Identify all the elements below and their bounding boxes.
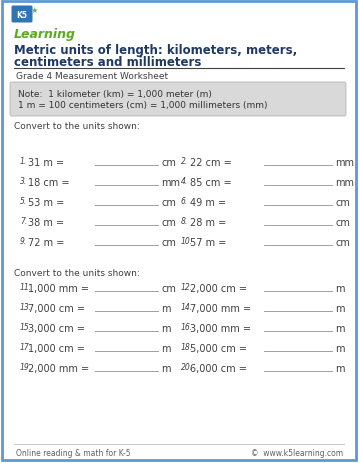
Text: 16.: 16.: [181, 322, 193, 332]
Text: mm: mm: [335, 178, 354, 188]
FancyBboxPatch shape: [10, 83, 346, 117]
Text: 19.: 19.: [20, 362, 32, 371]
Text: m: m: [161, 323, 171, 333]
Text: 17.: 17.: [20, 342, 32, 351]
Text: 12.: 12.: [181, 282, 193, 291]
Text: 85 cm =: 85 cm =: [190, 178, 232, 188]
Text: 18 cm =: 18 cm =: [28, 178, 70, 188]
Text: m: m: [335, 283, 345, 294]
Text: 11.: 11.: [20, 282, 32, 291]
Text: ©  www.k5learning.com: © www.k5learning.com: [251, 448, 343, 457]
Text: Online reading & math for K-5: Online reading & math for K-5: [16, 448, 131, 457]
Text: Note:  1 kilometer (km) = 1,000 meter (m): Note: 1 kilometer (km) = 1,000 meter (m): [18, 90, 212, 99]
Text: 5.: 5.: [20, 197, 27, 206]
Text: 7,000 cm =: 7,000 cm =: [28, 303, 85, 313]
Text: cm: cm: [161, 218, 176, 227]
Text: 1.: 1.: [20, 156, 27, 166]
Text: 7,000 mm =: 7,000 mm =: [190, 303, 251, 313]
Text: m: m: [335, 343, 345, 353]
Text: 3.: 3.: [20, 176, 27, 186]
Text: 15.: 15.: [20, 322, 32, 332]
Text: K5: K5: [17, 11, 28, 19]
Text: 2.: 2.: [181, 156, 188, 166]
Text: 3,000 mm =: 3,000 mm =: [190, 323, 251, 333]
Text: 8.: 8.: [181, 217, 188, 225]
Text: cm: cm: [161, 158, 176, 168]
Text: 20.: 20.: [181, 362, 193, 371]
Text: cm: cm: [335, 238, 350, 247]
Text: 57 m =: 57 m =: [190, 238, 227, 247]
Text: 13.: 13.: [20, 302, 32, 311]
Text: 10.: 10.: [181, 237, 193, 245]
Text: m: m: [161, 343, 171, 353]
Text: m: m: [161, 363, 171, 373]
FancyBboxPatch shape: [11, 6, 33, 24]
Text: m: m: [335, 323, 345, 333]
Text: 1,000 cm =: 1,000 cm =: [28, 343, 85, 353]
Text: 2,000 cm =: 2,000 cm =: [190, 283, 247, 294]
FancyBboxPatch shape: [2, 2, 356, 460]
Text: 22 cm =: 22 cm =: [190, 158, 232, 168]
Text: Learning: Learning: [14, 28, 76, 41]
Text: 5,000 cm =: 5,000 cm =: [190, 343, 247, 353]
Text: m: m: [335, 363, 345, 373]
Text: mm: mm: [335, 158, 354, 168]
Text: cm: cm: [335, 218, 350, 227]
Text: cm: cm: [161, 283, 176, 294]
Text: Convert to the units shown:: Convert to the units shown:: [14, 269, 140, 277]
Text: m: m: [161, 303, 171, 313]
Text: 28 m =: 28 m =: [190, 218, 226, 227]
Text: ★: ★: [30, 6, 38, 14]
Text: 18.: 18.: [181, 342, 193, 351]
Text: 1 m = 100 centimeters (cm) = 1,000 millimeters (mm): 1 m = 100 centimeters (cm) = 1,000 milli…: [18, 101, 267, 110]
Text: 2,000 mm =: 2,000 mm =: [28, 363, 89, 373]
Text: centimeters and millimeters: centimeters and millimeters: [14, 56, 201, 69]
Text: 31 m =: 31 m =: [28, 158, 64, 168]
Text: 3,000 cm =: 3,000 cm =: [28, 323, 85, 333]
Text: Metric units of length: kilometers, meters,: Metric units of length: kilometers, mete…: [14, 44, 297, 57]
Text: 4.: 4.: [181, 176, 188, 186]
Text: cm: cm: [335, 198, 350, 207]
Text: cm: cm: [161, 238, 176, 247]
Text: mm: mm: [161, 178, 180, 188]
Text: 53 m =: 53 m =: [28, 198, 64, 207]
Text: 49 m =: 49 m =: [190, 198, 226, 207]
Text: Grade 4 Measurement Worksheet: Grade 4 Measurement Worksheet: [16, 72, 168, 81]
Text: Convert to the units shown:: Convert to the units shown:: [14, 122, 140, 131]
Text: 72 m =: 72 m =: [28, 238, 64, 247]
Text: 9.: 9.: [20, 237, 27, 245]
Text: 38 m =: 38 m =: [28, 218, 64, 227]
Text: 7.: 7.: [20, 217, 27, 225]
Text: cm: cm: [161, 198, 176, 207]
Text: 14.: 14.: [181, 302, 193, 311]
Text: 1,000 mm =: 1,000 mm =: [28, 283, 89, 294]
Text: 6,000 cm =: 6,000 cm =: [190, 363, 247, 373]
Text: 6.: 6.: [181, 197, 188, 206]
Text: m: m: [335, 303, 345, 313]
